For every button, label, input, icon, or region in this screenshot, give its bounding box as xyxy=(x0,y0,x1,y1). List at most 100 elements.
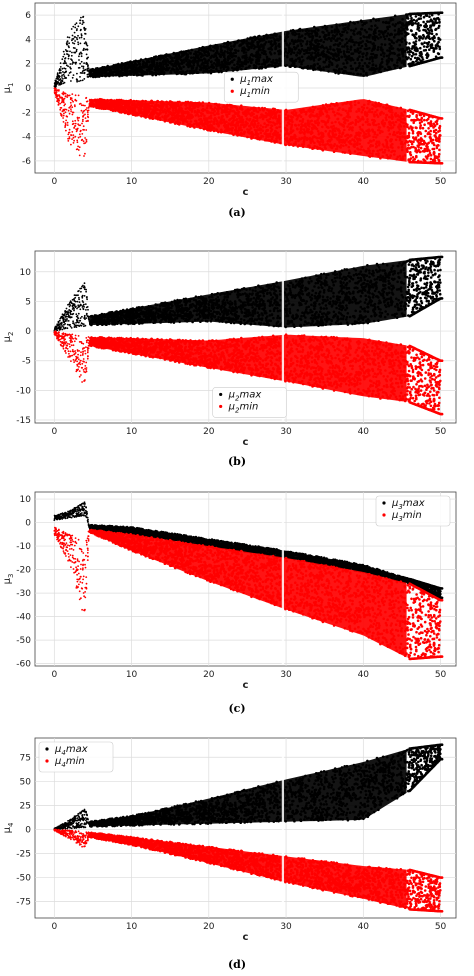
data-point xyxy=(74,122,77,125)
y-tick-label: 6 xyxy=(25,11,31,21)
data-point xyxy=(83,38,86,40)
data-point xyxy=(437,152,441,156)
data-point xyxy=(425,118,429,122)
data-point xyxy=(57,104,60,106)
data-point xyxy=(421,42,424,46)
data-point xyxy=(78,53,81,56)
data-point xyxy=(417,22,420,25)
data-point xyxy=(62,62,65,65)
data-point xyxy=(64,67,67,70)
data-point xyxy=(68,42,70,45)
data-point xyxy=(414,15,418,18)
data-point xyxy=(71,76,74,79)
data-point xyxy=(79,102,82,105)
data-point xyxy=(420,116,424,120)
data-point xyxy=(415,154,418,158)
data-point xyxy=(434,28,437,32)
data-point xyxy=(69,101,72,104)
data-point xyxy=(82,67,85,69)
data-point xyxy=(432,122,436,126)
data-point xyxy=(70,80,72,82)
data-point xyxy=(71,34,74,37)
data-point xyxy=(409,153,413,157)
data-point xyxy=(79,42,82,45)
data-point xyxy=(418,150,422,154)
data-point xyxy=(71,93,74,95)
data-point xyxy=(419,51,422,54)
data-point xyxy=(414,53,418,56)
data-point xyxy=(80,109,83,112)
data-point xyxy=(85,61,88,64)
data-point xyxy=(413,56,417,60)
data-point xyxy=(71,120,74,123)
data-point xyxy=(430,28,433,32)
data-point xyxy=(64,122,67,124)
data-point xyxy=(408,53,411,56)
data-point xyxy=(63,104,66,107)
data-point xyxy=(85,138,88,141)
data-point xyxy=(433,39,436,43)
data-point xyxy=(411,60,415,64)
data-point xyxy=(76,118,79,120)
data-point xyxy=(67,140,70,142)
data-point xyxy=(58,89,60,91)
data-point xyxy=(71,99,74,102)
data-point xyxy=(66,124,69,126)
data-point xyxy=(438,129,442,132)
data-point xyxy=(417,17,421,21)
data-point xyxy=(433,124,436,128)
data-point xyxy=(429,133,432,136)
data-point xyxy=(409,57,413,61)
data-point xyxy=(412,18,416,22)
data-point xyxy=(69,98,72,101)
data-point xyxy=(73,31,76,34)
data-point xyxy=(72,25,75,28)
data-point xyxy=(84,29,86,31)
data-point xyxy=(87,65,89,68)
data-point xyxy=(73,127,75,129)
data-point xyxy=(416,56,420,60)
data-point xyxy=(56,72,59,75)
data-point xyxy=(79,135,82,138)
data-point xyxy=(68,137,71,140)
data-point xyxy=(83,72,86,75)
data-point xyxy=(80,55,83,58)
x-tick-label: 0 xyxy=(51,177,57,187)
data-point xyxy=(71,113,74,116)
data-point xyxy=(62,93,65,96)
data-point xyxy=(76,139,79,142)
data-point xyxy=(70,134,72,136)
data-point xyxy=(66,43,69,46)
data-point xyxy=(86,111,89,114)
data-point xyxy=(62,71,64,73)
data-point xyxy=(87,120,89,122)
data-point xyxy=(78,154,81,157)
data-point xyxy=(440,56,444,59)
data-point xyxy=(80,36,83,39)
data-point xyxy=(412,53,416,56)
data-point xyxy=(54,79,57,82)
data-point xyxy=(433,36,436,40)
data-point xyxy=(82,49,85,51)
data-point xyxy=(76,141,79,144)
data-point xyxy=(74,135,77,138)
data-point xyxy=(428,32,432,35)
data-point xyxy=(81,19,84,22)
data-point xyxy=(71,61,74,63)
data-point xyxy=(437,158,440,161)
data-point xyxy=(84,117,87,119)
data-point xyxy=(62,101,65,104)
data-point xyxy=(71,39,73,42)
data-point xyxy=(428,15,431,18)
data-point xyxy=(414,40,418,43)
data-point xyxy=(432,143,436,147)
data-point xyxy=(87,70,89,72)
data-point xyxy=(75,22,78,25)
data-point xyxy=(87,113,89,116)
data-point xyxy=(72,74,75,76)
data-point xyxy=(434,138,438,142)
data-point xyxy=(67,109,70,112)
data-point xyxy=(416,149,420,153)
data-point xyxy=(61,76,63,78)
data-point xyxy=(86,107,88,109)
